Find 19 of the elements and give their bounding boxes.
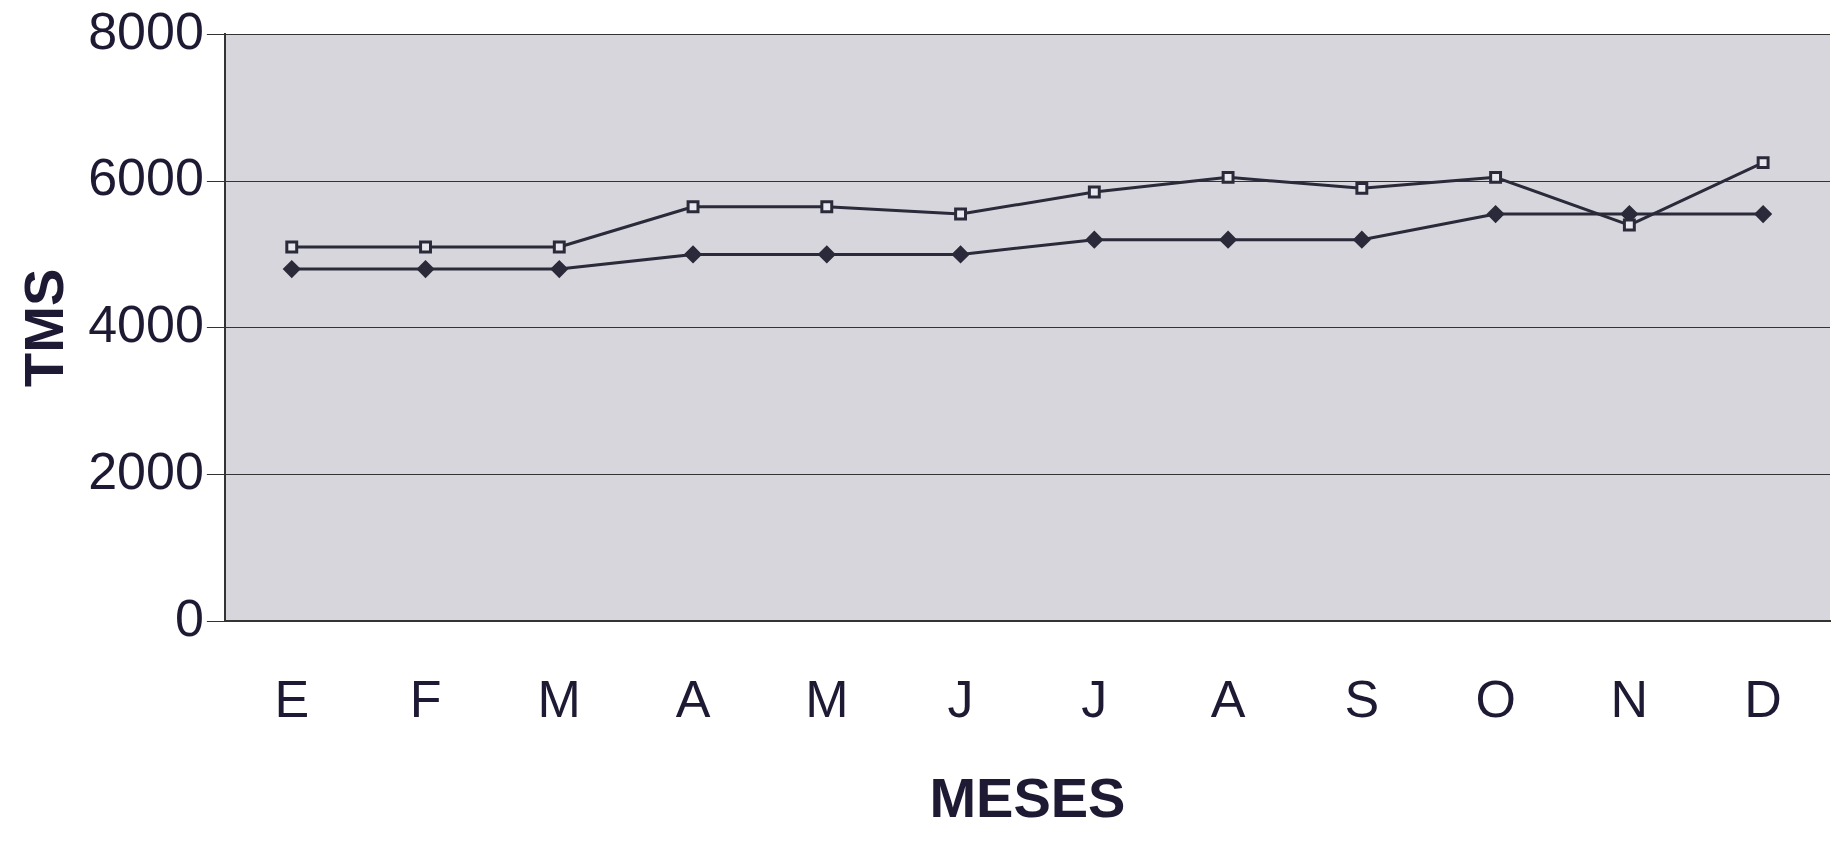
x-tick-label: J	[947, 669, 974, 728]
y-axis-title: TMS	[12, 268, 76, 387]
x-axis-title: MESES	[929, 765, 1126, 829]
y-tick-label: 6000	[88, 148, 204, 207]
x-tick-label: A	[675, 669, 711, 728]
y-tick-label: 0	[174, 588, 204, 647]
x-tick-label: F	[409, 669, 442, 728]
x-tick-label: S	[1344, 669, 1380, 728]
x-tick-label: J	[1081, 669, 1108, 728]
x-tick-label: A	[1210, 669, 1246, 728]
x-tick-label: M	[537, 669, 581, 728]
x-tick-label: D	[1744, 669, 1782, 728]
y-tick-label: 2000	[88, 441, 204, 500]
y-tick-label: 8000	[88, 1, 204, 60]
x-tick-label: E	[274, 669, 310, 728]
x-tick-label: M	[805, 669, 849, 728]
x-tick-label: O	[1475, 669, 1516, 728]
x-tick-label: N	[1610, 669, 1649, 728]
y-tick-label: 4000	[88, 295, 204, 354]
